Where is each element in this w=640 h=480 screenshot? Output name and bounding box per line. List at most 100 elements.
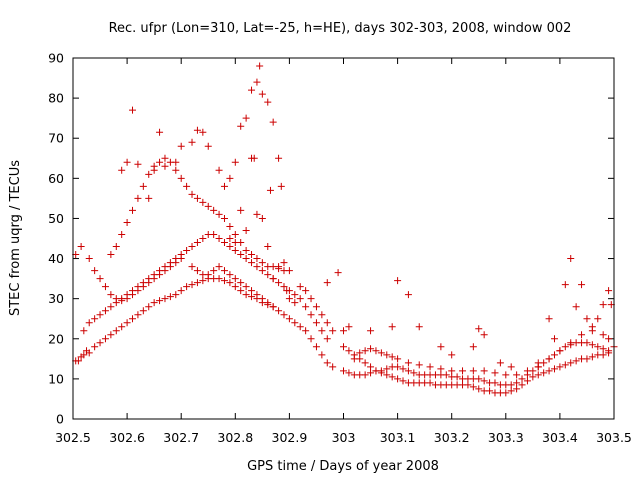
data-point: [139, 307, 147, 315]
data-point: [567, 339, 575, 347]
data-point: [291, 299, 299, 307]
data-point: [350, 355, 358, 363]
data-point: [426, 363, 434, 371]
data-point: [550, 365, 558, 373]
data-point: [80, 351, 88, 359]
data-point: [486, 387, 494, 395]
data-point: [448, 351, 456, 359]
y-tick-label: 70: [48, 131, 64, 146]
data-point: [91, 267, 99, 275]
data-point: [172, 158, 180, 166]
x-tick-label: 302.5: [55, 430, 91, 445]
data-point: [275, 307, 283, 315]
data-point: [534, 359, 542, 367]
data-point: [74, 357, 82, 365]
y-tick-label: 0: [56, 412, 64, 427]
data-point: [523, 367, 531, 375]
data-point: [507, 363, 515, 371]
data-point: [118, 297, 126, 305]
data-point: [258, 90, 266, 98]
data-point: [394, 375, 402, 383]
data-point: [226, 271, 234, 279]
data-point: [188, 243, 196, 251]
data-point: [129, 291, 137, 299]
data-point: [188, 263, 196, 271]
data-point: [91, 315, 99, 323]
data-point: [85, 349, 93, 357]
data-point: [193, 267, 201, 275]
data-point: [345, 369, 353, 377]
data-point: [583, 339, 591, 347]
data-point: [258, 259, 266, 267]
data-point: [242, 247, 250, 255]
x-tick-label: 303.3: [488, 430, 524, 445]
data-point: [253, 210, 261, 218]
data-point: [134, 194, 142, 202]
data-point: [220, 267, 228, 275]
data-point: [85, 319, 93, 327]
data-point: [248, 251, 256, 259]
x-tick-label: 302.8: [217, 430, 253, 445]
data-point: [340, 343, 347, 351]
data-point: [605, 347, 613, 355]
data-point: [204, 142, 212, 150]
data-point: [383, 365, 391, 373]
data-point: [145, 194, 153, 202]
data-point: [404, 291, 412, 299]
data-point: [242, 283, 250, 291]
data-point: [231, 158, 239, 166]
data-point: [480, 331, 488, 339]
data-point: [491, 369, 499, 377]
data-point: [583, 315, 591, 323]
data-point: [307, 335, 315, 343]
data-point: [107, 251, 115, 259]
data-point: [529, 373, 537, 381]
data-point: [459, 367, 467, 375]
data-point: [204, 202, 212, 210]
data-point: [96, 275, 104, 283]
data-point: [123, 158, 131, 166]
data-point: [215, 275, 223, 283]
x-tick-label: 302.6: [109, 430, 145, 445]
data-point: [399, 365, 407, 373]
data-point: [231, 239, 239, 247]
data-point: [248, 259, 256, 267]
data-point: [193, 194, 201, 202]
data-point: [139, 283, 147, 291]
data-point: [220, 214, 228, 222]
data-point: [150, 166, 158, 174]
data-point: [475, 375, 483, 383]
data-point: [361, 347, 369, 355]
data-point: [323, 279, 331, 287]
data-point: [475, 325, 483, 333]
data-point: [518, 375, 526, 383]
data-point: [567, 359, 575, 367]
data-point: [226, 222, 234, 230]
data-point: [507, 381, 515, 389]
data-point: [367, 345, 375, 353]
data-point: [340, 367, 347, 375]
data-point: [513, 385, 521, 393]
data-point: [231, 247, 239, 255]
data-point: [112, 327, 120, 335]
x-tick-label: 302.9: [272, 430, 308, 445]
data-point: [177, 174, 185, 182]
data-point: [166, 263, 174, 271]
data-point: [258, 267, 266, 275]
data-point: [480, 367, 488, 375]
data-point: [77, 243, 85, 251]
data-point: [367, 327, 375, 335]
data-point: [285, 267, 293, 275]
data-point: [123, 218, 131, 226]
data-point: [556, 347, 564, 355]
data-point: [145, 170, 153, 178]
data-point: [475, 385, 483, 393]
data-point: [561, 281, 569, 289]
data-point: [469, 343, 477, 351]
data-point: [107, 331, 115, 339]
data-point: [291, 291, 299, 299]
data-point: [220, 239, 228, 247]
data-point: [469, 383, 477, 391]
x-tick-label: 303: [332, 430, 356, 445]
